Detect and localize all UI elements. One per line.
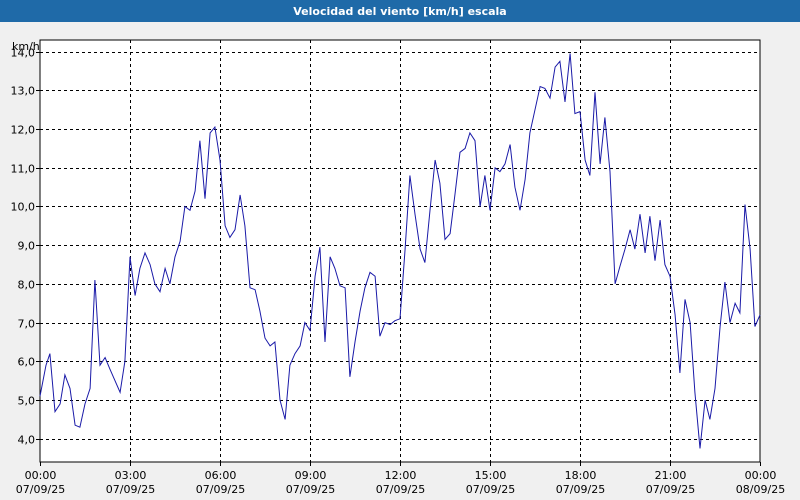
y-tick-label: 9,0 <box>18 240 36 253</box>
x-tick-date-label: 07/09/25 <box>286 483 335 496</box>
x-tick-time-label: 12:00 <box>385 469 417 482</box>
y-tick-label: 5,0 <box>18 395 36 408</box>
x-tick-time-label: 18:00 <box>565 469 597 482</box>
x-tick-time-label: 06:00 <box>205 469 237 482</box>
x-tick-date-label: 07/09/25 <box>106 483 155 496</box>
y-tick-label: 14,0 <box>11 47 36 60</box>
y-axis-ticks: 4,0 5,0 6,0 7,0 8,0 9,0 10,0 11,0 12,0 13,0 14,0 <box>11 47 40 447</box>
y-tick-label: 11,0 <box>11 163 36 176</box>
y-tick-label: 7,0 <box>18 318 36 331</box>
y-tick-label: 13,0 <box>11 85 36 98</box>
y-axis-unit-label: km/h <box>12 40 40 53</box>
x-tick-time-label: 09:00 <box>295 469 327 482</box>
x-tick-date-label: 07/09/25 <box>466 483 515 496</box>
wind-speed-line <box>39 53 761 449</box>
x-tick-time-label: 03:00 <box>115 469 147 482</box>
x-tick-date-label: 07/09/25 <box>196 483 245 496</box>
x-axis-ticks: 00:0007/09/2503:0007/09/2506:0007/09/250… <box>16 462 785 496</box>
x-tick-date-label: 07/09/25 <box>646 483 695 496</box>
x-tick-date-label: 07/09/25 <box>376 483 425 496</box>
y-tick-label: 12,0 <box>11 124 36 137</box>
x-tick-date-label: 07/09/25 <box>16 483 65 496</box>
x-tick-time-label: 21:00 <box>655 469 687 482</box>
x-tick-time-label: 00:00 <box>745 469 777 482</box>
x-tick-time-label: 15:00 <box>475 469 507 482</box>
y-tick-label: 10,0 <box>11 201 36 214</box>
chart-title: Velocidad del viento [km/h] escala <box>0 0 800 22</box>
x-tick-time-label: 00:00 <box>25 469 57 482</box>
x-tick-date-label: 08/09/25 <box>736 483 785 496</box>
y-tick-label: 6,0 <box>18 356 36 369</box>
y-tick-label: 8,0 <box>18 279 36 292</box>
grid-lines <box>40 40 760 462</box>
x-tick-date-label: 07/09/25 <box>556 483 605 496</box>
y-tick-label: 4,0 <box>18 434 36 447</box>
